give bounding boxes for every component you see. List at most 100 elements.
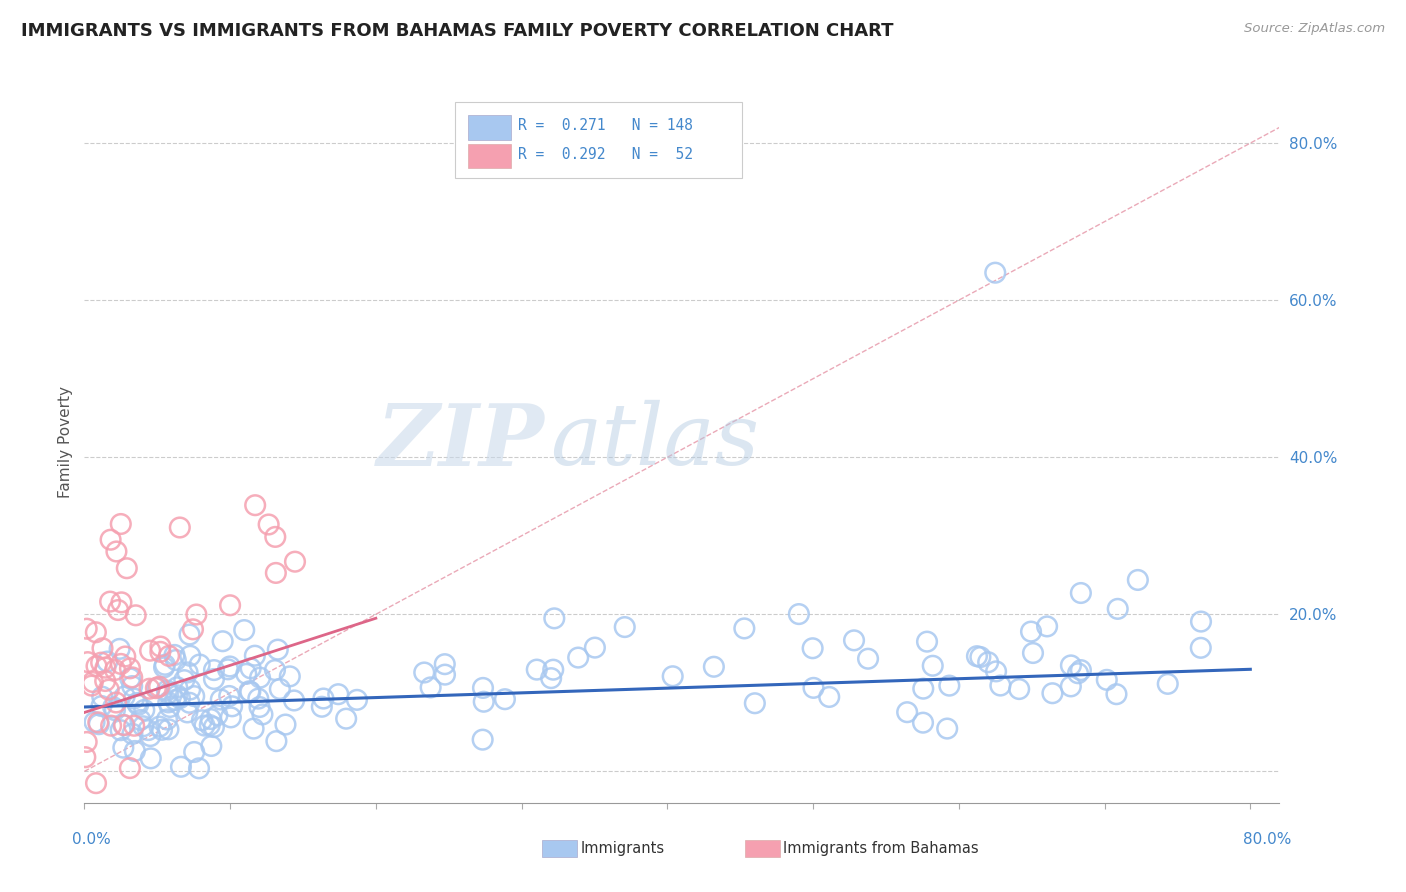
Point <box>80 679 103 693</box>
Point <box>165 653 187 667</box>
Point <box>284 555 307 569</box>
Point <box>540 671 562 685</box>
Point <box>219 599 242 613</box>
Point <box>173 673 195 687</box>
Point <box>94 673 117 688</box>
Point <box>87 715 110 730</box>
Y-axis label: Family Poverty: Family Poverty <box>58 385 73 498</box>
Point <box>150 723 173 737</box>
Point <box>1060 679 1083 693</box>
Point <box>120 672 142 686</box>
Point <box>202 663 225 677</box>
Point <box>163 648 186 662</box>
Point <box>183 689 205 703</box>
Point <box>1008 681 1031 696</box>
Point <box>156 683 179 698</box>
Point <box>911 715 934 730</box>
Point <box>110 516 132 531</box>
FancyBboxPatch shape <box>745 839 780 857</box>
Point <box>181 623 204 637</box>
Point <box>219 710 242 724</box>
Point <box>990 679 1012 693</box>
Point <box>1070 663 1092 677</box>
Point <box>129 713 152 727</box>
Point <box>96 655 118 669</box>
Point <box>104 663 127 677</box>
Point <box>159 700 181 714</box>
Point <box>157 695 180 709</box>
Point <box>105 544 128 558</box>
Point <box>526 663 548 677</box>
Point <box>312 691 335 706</box>
Text: Immigrants from Bahamas: Immigrants from Bahamas <box>783 841 979 855</box>
Point <box>166 688 188 702</box>
Point <box>139 643 162 657</box>
Point <box>149 645 172 659</box>
Point <box>179 682 201 697</box>
Point <box>583 640 606 655</box>
Point <box>328 687 350 701</box>
Point <box>139 751 162 765</box>
Point <box>202 720 225 734</box>
Point <box>110 595 132 609</box>
Point <box>267 642 290 657</box>
Point <box>218 659 240 673</box>
Point <box>252 707 274 722</box>
Point <box>984 266 1007 280</box>
Point <box>218 689 240 703</box>
Point <box>166 681 188 695</box>
Point <box>136 723 159 737</box>
Point <box>200 739 222 753</box>
Point <box>132 719 155 733</box>
Point <box>984 665 1007 679</box>
Point <box>243 648 266 663</box>
Point <box>896 705 918 719</box>
Point <box>1042 686 1064 700</box>
Point <box>1036 619 1059 633</box>
Point <box>413 665 436 680</box>
Point <box>242 722 264 736</box>
Point <box>238 684 260 698</box>
Point <box>121 670 143 684</box>
Point <box>125 608 148 623</box>
Point <box>200 712 222 726</box>
Point <box>543 611 565 625</box>
Point <box>1022 646 1045 660</box>
Point <box>98 594 121 608</box>
Point <box>146 681 169 695</box>
Point <box>233 623 256 637</box>
Point <box>311 699 333 714</box>
Point <box>733 621 755 635</box>
Point <box>264 530 287 544</box>
Point <box>170 760 193 774</box>
Point <box>217 662 239 676</box>
Point <box>169 520 191 534</box>
Point <box>703 659 725 673</box>
Point <box>118 761 141 775</box>
Point <box>567 650 589 665</box>
Point <box>1019 624 1042 639</box>
Point <box>176 665 198 680</box>
Point <box>269 681 291 696</box>
Point <box>209 692 232 706</box>
Text: R =  0.271   N = 148: R = 0.271 N = 148 <box>519 119 693 133</box>
Point <box>471 732 494 747</box>
Point <box>264 566 287 580</box>
Point <box>1067 666 1090 681</box>
Point <box>239 661 262 675</box>
Point <box>179 627 201 641</box>
Point <box>221 699 243 714</box>
Point <box>283 693 305 707</box>
Point <box>157 723 180 737</box>
Point <box>247 691 270 706</box>
Point <box>966 649 988 664</box>
Point <box>84 625 107 640</box>
Point <box>90 699 112 714</box>
Point <box>125 696 148 710</box>
Point <box>107 603 129 617</box>
Point <box>1060 658 1083 673</box>
Point <box>211 634 233 648</box>
Point <box>76 735 98 749</box>
Point <box>156 713 179 727</box>
Text: ZIP: ZIP <box>377 400 544 483</box>
